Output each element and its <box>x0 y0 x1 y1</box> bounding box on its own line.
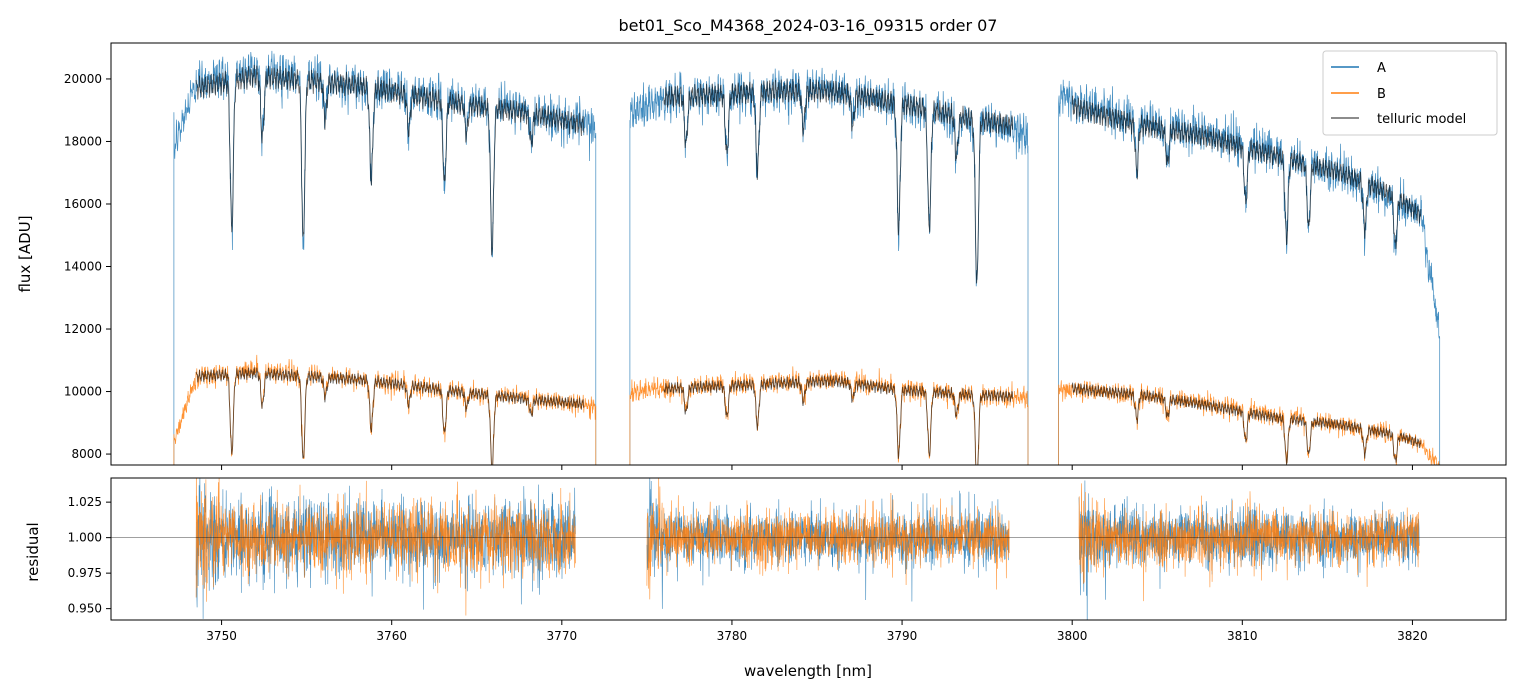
residual-y-tick-label: 0.950 <box>68 602 102 616</box>
residual-series-b-segment-2 <box>646 478 1010 600</box>
flux-series-a-segment-3 <box>1058 79 1441 465</box>
flux-axes-frame <box>110 42 1507 466</box>
residual-series-b-segment-1 <box>195 478 576 616</box>
flux-y-tick-label: 10000 <box>64 385 102 399</box>
residual-x-tick-label: 3800 <box>1057 629 1088 643</box>
residual-y-axis-label: residual <box>24 522 42 581</box>
flux-series-b-segment-3 <box>1058 380 1440 465</box>
legend-box <box>1322 50 1498 136</box>
flux-series-b-segment-2 <box>629 366 1029 465</box>
flux-y-tick-label: 20000 <box>64 72 102 86</box>
telluric-model-a-segment-2 <box>663 78 1014 284</box>
residual-x-tick-label: 3760 <box>376 629 407 643</box>
residual-x-tick-label: 3790 <box>887 629 918 643</box>
residual-y-tick-label: 1.025 <box>68 495 102 509</box>
flux-panel: 8000 10000 12000 14000 16000 18000 20000 flux … <box>16 42 1507 470</box>
flux-series-a-segment-2 <box>629 67 1029 465</box>
legend-label-a: A <box>1377 61 1386 76</box>
residual-x-ticks: 3750 3760 3770 3780 3790 3800 3810 3820 <box>206 620 1428 643</box>
legend: A B telluric model <box>1322 50 1498 136</box>
flux-series-b-segment-1 <box>173 354 597 465</box>
telluric-model-a-segment-1 <box>195 64 585 256</box>
flux-plot-area <box>173 50 1441 465</box>
telluric-model-b-segment-3 <box>1071 382 1422 465</box>
residual-x-tick-label: 3780 <box>717 629 748 643</box>
flux-y-tick-label: 16000 <box>64 197 102 211</box>
chart-title: bet01_Sco_M4368_2024-03-16_09315 order 0… <box>619 16 998 36</box>
residual-plot-area <box>111 478 1506 620</box>
residual-x-tick-label: 3750 <box>206 629 237 643</box>
flux-y-axis-label: flux [ADU] <box>16 215 34 292</box>
residual-series-a-segment-2 <box>646 478 1010 609</box>
residual-panel: 0.950 0.975 1.000 1.025 3750 3760 3770 3780 379… <box>24 477 1507 680</box>
flux-x-ticks <box>221 465 1413 470</box>
residual-y-ticks: 0.950 0.975 1.000 1.025 <box>68 495 111 616</box>
flux-y-tick-label: 18000 <box>64 134 102 148</box>
telluric-model-a-segment-3 <box>1071 95 1422 249</box>
residual-x-tick-label: 3770 <box>547 629 578 643</box>
flux-y-tick-label: 14000 <box>64 260 102 274</box>
telluric-model-b-segment-2 <box>663 375 1014 465</box>
residual-x-tick-label: 3810 <box>1227 629 1258 643</box>
x-axis-label: wavelength [nm] <box>744 662 872 680</box>
telluric-model-b-segment-1 <box>195 367 585 465</box>
residual-y-tick-label: 0.975 <box>68 566 102 580</box>
residual-y-tick-label: 1.000 <box>68 531 102 545</box>
residual-series-a-segment-3 <box>1078 480 1420 620</box>
flux-y-tick-label: 8000 <box>71 447 102 461</box>
residual-axes-frame <box>110 477 1507 621</box>
flux-y-tick-label: 12000 <box>64 322 102 336</box>
legend-label-telluric: telluric model <box>1377 112 1466 127</box>
residual-x-tick-label: 3820 <box>1397 629 1428 643</box>
legend-label-b: B <box>1377 87 1386 102</box>
flux-y-ticks: 8000 10000 12000 14000 16000 18000 20000 <box>64 72 111 461</box>
residual-series-b-segment-3 <box>1078 483 1420 602</box>
